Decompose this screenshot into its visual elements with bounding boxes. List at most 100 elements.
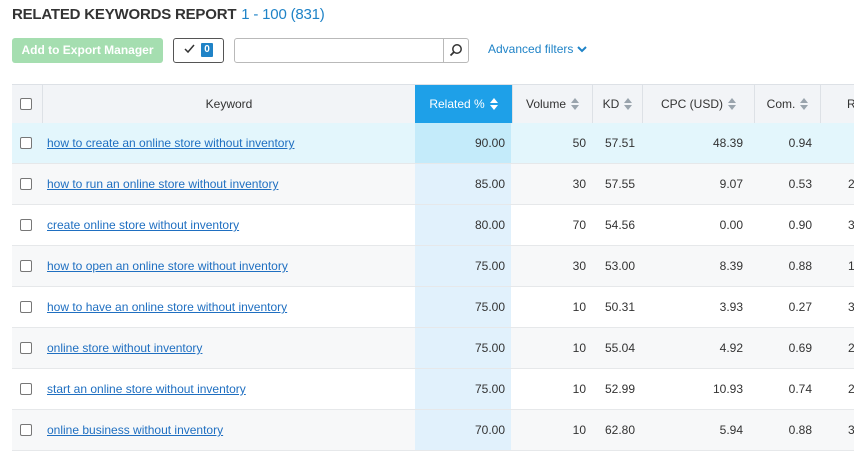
sort-icon — [571, 97, 580, 110]
advanced-filters-toggle[interactable]: Advanced filters — [488, 42, 588, 56]
keyword-cell: online business without inventory — [47, 410, 223, 450]
related-cell: 75.00 — [474, 382, 505, 396]
volume-cell: 10 — [572, 300, 586, 314]
column-header-results[interactable]: R — [820, 85, 854, 123]
checkmark-icon — [184, 44, 195, 54]
kd-cell: 52.99 — [605, 382, 636, 396]
related-cell: 75.00 — [474, 341, 505, 355]
row-checkbox[interactable] — [20, 342, 32, 354]
sort-icon — [728, 97, 736, 110]
com-cell: 0.53 — [788, 177, 812, 191]
row-checkbox[interactable] — [20, 178, 32, 190]
related-cell: 90.00 — [474, 136, 505, 150]
search-button[interactable] — [443, 38, 469, 63]
related-cell: 80.00 — [474, 218, 505, 232]
cpc-cell: 3.93 — [719, 300, 743, 314]
volume-cell: 50 — [572, 136, 586, 150]
column-header-kd[interactable]: KD — [592, 85, 642, 123]
column-header-results-label: R — [847, 97, 854, 111]
table-row: how to open an online store without inve… — [12, 246, 854, 287]
chevron-down-icon — [577, 46, 588, 53]
com-cell: 0.27 — [788, 300, 812, 314]
kd-cell: 57.55 — [605, 177, 636, 191]
keyword-cell: start an online store without inventory — [47, 369, 246, 409]
com-cell: 0.94 — [788, 136, 812, 150]
keyword-cell: create online store without inventory — [47, 205, 239, 245]
row-checkbox[interactable] — [20, 260, 32, 272]
keyword-cell: online store without inventory — [47, 328, 202, 368]
cpc-cell: 5.94 — [719, 423, 743, 437]
column-header-cpc-label: CPC (USD) — [661, 97, 723, 111]
kd-cell: 57.51 — [605, 136, 636, 150]
keyword-cell: how to open an online store without inve… — [47, 246, 288, 286]
sort-icon — [624, 97, 633, 110]
results-cell: 2 — [848, 341, 854, 355]
row-checkbox[interactable] — [20, 137, 32, 149]
report-range-link[interactable]: 1 - 100 (831) — [241, 6, 325, 23]
sort-icon — [800, 97, 809, 110]
com-cell: 0.90 — [788, 218, 812, 232]
table-row: how to run an online store without inven… — [12, 164, 854, 205]
column-header-related[interactable]: Related % — [415, 85, 512, 123]
column-header-kd-label: KD — [602, 97, 620, 111]
kd-cell: 62.80 — [605, 423, 636, 437]
volume-cell: 30 — [572, 177, 586, 191]
keyword-filter-input[interactable] — [234, 38, 451, 63]
keyword-link[interactable]: start an online store without inventory — [47, 382, 246, 396]
keyword-cell: how to run an online store without inven… — [47, 164, 278, 204]
keyword-link[interactable]: create online store without inventory — [47, 218, 240, 232]
results-cell: 3 — [848, 423, 854, 437]
keyword-link[interactable]: how to run an online store without inven… — [47, 177, 279, 191]
column-header-com-label: Com. — [766, 97, 796, 111]
cpc-cell: 8.39 — [719, 259, 743, 273]
add-to-export-manager-button[interactable]: Add to Export Manager — [12, 38, 163, 63]
toolbar: Add to Export Manager 0 Advanced filters — [0, 38, 854, 64]
keyword-link[interactable]: how to have an online store without inve… — [47, 300, 288, 314]
table-row: create online store without inventory 80.… — [12, 205, 854, 246]
keyword-cell: how to have an online store without inve… — [47, 287, 287, 327]
kd-cell: 55.04 — [605, 341, 636, 355]
row-checkbox[interactable] — [20, 301, 32, 313]
keyword-cell: how to create an online store without in… — [47, 123, 294, 163]
row-checkbox[interactable] — [20, 424, 32, 436]
table-header: Keyword Related % Volume KD CPC (USD) Co… — [12, 84, 854, 124]
table-row: how to create an online store without in… — [12, 123, 854, 164]
results-cell: 2 — [848, 177, 854, 191]
related-cell: 75.00 — [474, 300, 505, 314]
related-column-cell-bg — [415, 246, 511, 286]
column-header-keyword-label: Keyword — [205, 97, 253, 111]
table-row: online store without inventory 75.00 10 55.… — [12, 328, 854, 369]
volume-cell: 10 — [572, 341, 586, 355]
keyword-link[interactable]: how to open an online store without inve… — [47, 259, 288, 273]
advanced-filters-label: Advanced filters — [488, 42, 574, 56]
volume-cell: 10 — [572, 382, 586, 396]
report-title: RELATED KEYWORDS REPORT 1 - 100 (831) — [12, 6, 325, 23]
related-column-cell-bg — [415, 205, 511, 245]
cpc-cell: 10.93 — [712, 382, 743, 396]
table-row: how to have an online store without inve… — [12, 287, 854, 328]
sort-icon — [489, 97, 498, 110]
keyword-link[interactable]: online store without inventory — [47, 341, 203, 355]
column-header-cpc[interactable]: CPC (USD) — [642, 85, 754, 123]
cpc-cell: 9.07 — [719, 177, 743, 191]
keyword-link[interactable]: online business without inventory — [47, 423, 224, 437]
related-column-cell-bg — [415, 123, 511, 163]
results-cell: 1 — [848, 259, 854, 273]
kd-cell: 50.31 — [605, 300, 636, 314]
kd-cell: 54.56 — [605, 218, 636, 232]
column-header-com[interactable]: Com. — [754, 85, 820, 123]
row-checkbox[interactable] — [20, 219, 32, 231]
select-all-checkbox[interactable] — [20, 98, 32, 110]
related-column-cell-bg — [415, 410, 511, 450]
column-header-keyword[interactable]: Keyword — [42, 85, 415, 123]
com-cell: 0.74 — [788, 382, 812, 396]
selected-keywords-toggle[interactable]: 0 — [173, 38, 224, 63]
column-header-volume[interactable]: Volume — [512, 85, 592, 123]
kd-cell: 53.00 — [605, 259, 636, 273]
row-checkbox[interactable] — [20, 383, 32, 395]
column-header-related-label: Related % — [429, 97, 485, 111]
keyword-link[interactable]: how to create an online store without in… — [47, 136, 295, 150]
com-cell: 0.88 — [788, 423, 812, 437]
com-cell: 0.69 — [788, 341, 812, 355]
related-column-cell-bg — [415, 164, 511, 204]
